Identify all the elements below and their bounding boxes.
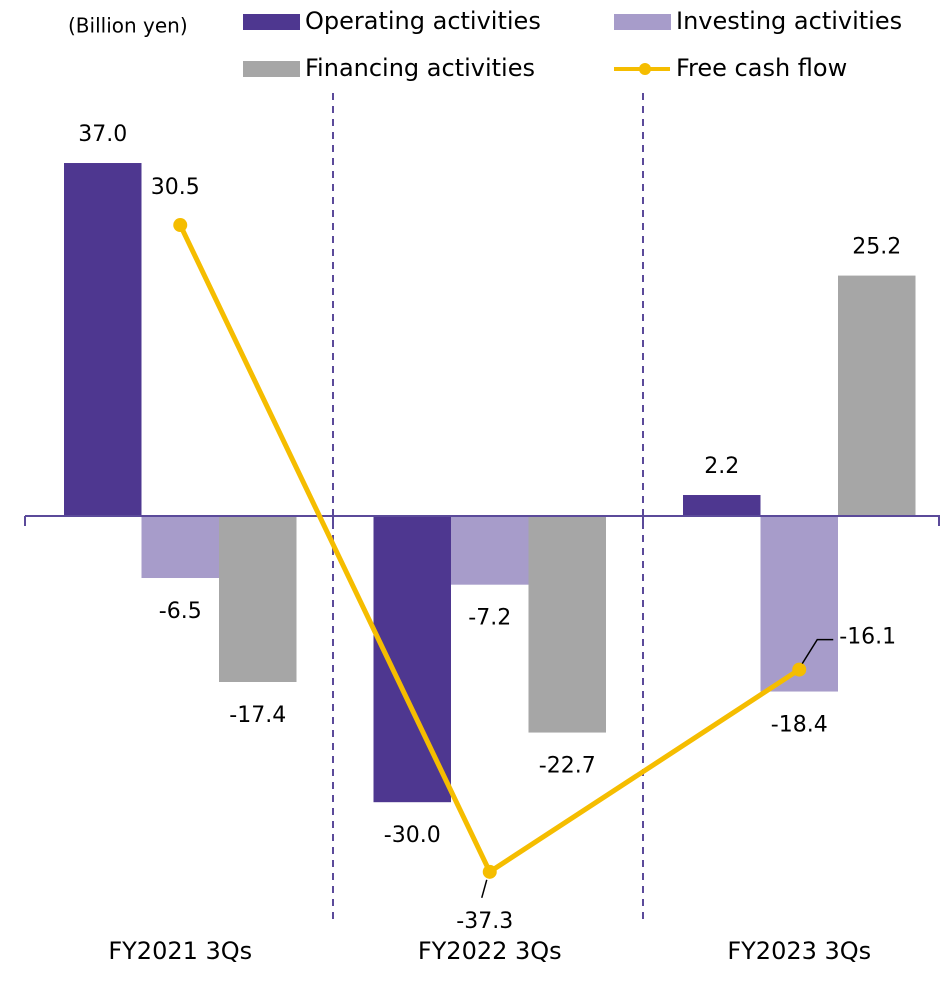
x-tick-label: FY2022 3Qs [418, 937, 562, 965]
line-marker [482, 864, 497, 879]
data-label: -30.0 [384, 823, 441, 848]
legend-swatch [614, 14, 671, 30]
data-label: -17.4 [229, 703, 286, 728]
legend-marker [639, 63, 651, 75]
legend-label: Financing activities [305, 54, 535, 82]
x-tick-label: FY2023 3Qs [727, 937, 871, 965]
data-label: -37.3 [456, 909, 513, 934]
bar [528, 516, 606, 733]
legend-swatch [243, 14, 300, 30]
data-label: -16.1 [839, 625, 896, 650]
unit-label: (Billion yen) [68, 14, 188, 38]
bar [219, 516, 297, 682]
line-marker [792, 662, 807, 677]
data-label: -6.5 [159, 599, 202, 624]
data-label: 30.5 [151, 175, 200, 200]
bar [838, 275, 916, 516]
data-label: 37.0 [78, 122, 127, 147]
data-label: -22.7 [539, 754, 596, 779]
bar [64, 163, 142, 516]
bar [760, 516, 838, 692]
legend-label: Operating activities [305, 7, 541, 35]
leader-line [481, 879, 488, 899]
legend-swatch [243, 61, 300, 77]
bar [683, 495, 761, 516]
bar [373, 516, 451, 803]
bar [451, 516, 529, 585]
data-label: -18.4 [771, 713, 828, 738]
legend-label: Free cash flow [676, 54, 847, 82]
data-label: 2.2 [704, 454, 739, 479]
data-label: -7.2 [468, 606, 511, 631]
line-marker [173, 218, 188, 233]
x-tick-label: FY2021 3Qs [108, 937, 252, 965]
bar [141, 516, 219, 579]
data-label: 25.2 [852, 235, 901, 260]
legend-label: Investing activities [676, 7, 902, 35]
leader-line [801, 638, 834, 664]
